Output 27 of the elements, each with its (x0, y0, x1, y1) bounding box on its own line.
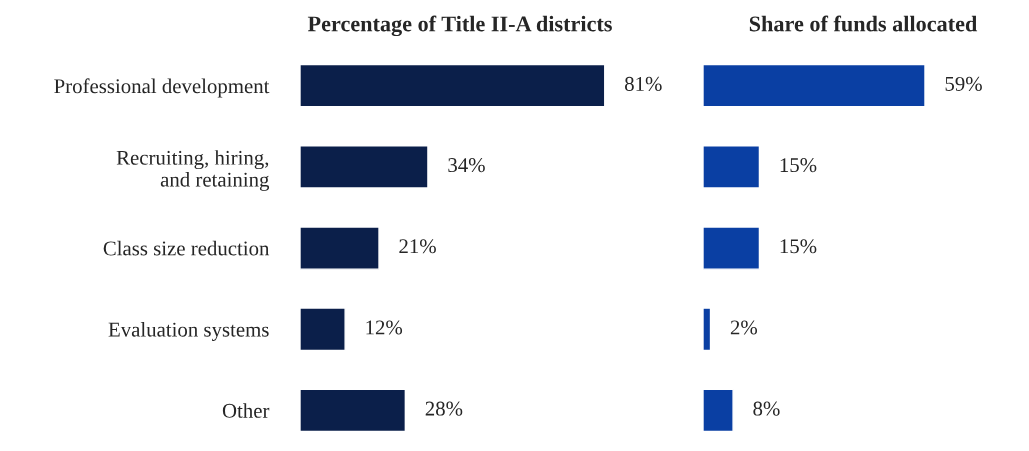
bar (300, 226, 380, 270)
chart-title: Share of funds allocated (749, 15, 978, 32)
data-label: 8% (753, 401, 780, 416)
data-label: 12% (366, 320, 403, 335)
bar (703, 226, 761, 270)
y-tick-label: Recruiting, hiring, and retaining (116, 150, 270, 191)
data-label: 59% (945, 76, 982, 91)
data-label: 34% (448, 158, 485, 173)
data-label: 15% (780, 158, 817, 173)
data-label: 81% (625, 76, 662, 91)
bar (300, 388, 407, 433)
y-tick-label: Other (222, 403, 270, 418)
y-tick-label: Class size reduction (103, 240, 270, 256)
data-label: 21% (399, 239, 436, 254)
data-label: 28% (425, 401, 463, 416)
bar (300, 63, 606, 108)
bar (300, 145, 429, 189)
y-tick-label: Evaluation systems (108, 322, 269, 341)
bar (703, 63, 926, 108)
data-label: 15% (780, 239, 817, 254)
bar (703, 388, 734, 433)
data-label: 2% (730, 320, 758, 335)
y-tick-label: Professional development (54, 78, 270, 98)
bar (703, 145, 761, 189)
bar (703, 307, 712, 352)
chart-title: Percentage of Title II-A districts (307, 15, 612, 37)
bar (300, 307, 346, 352)
